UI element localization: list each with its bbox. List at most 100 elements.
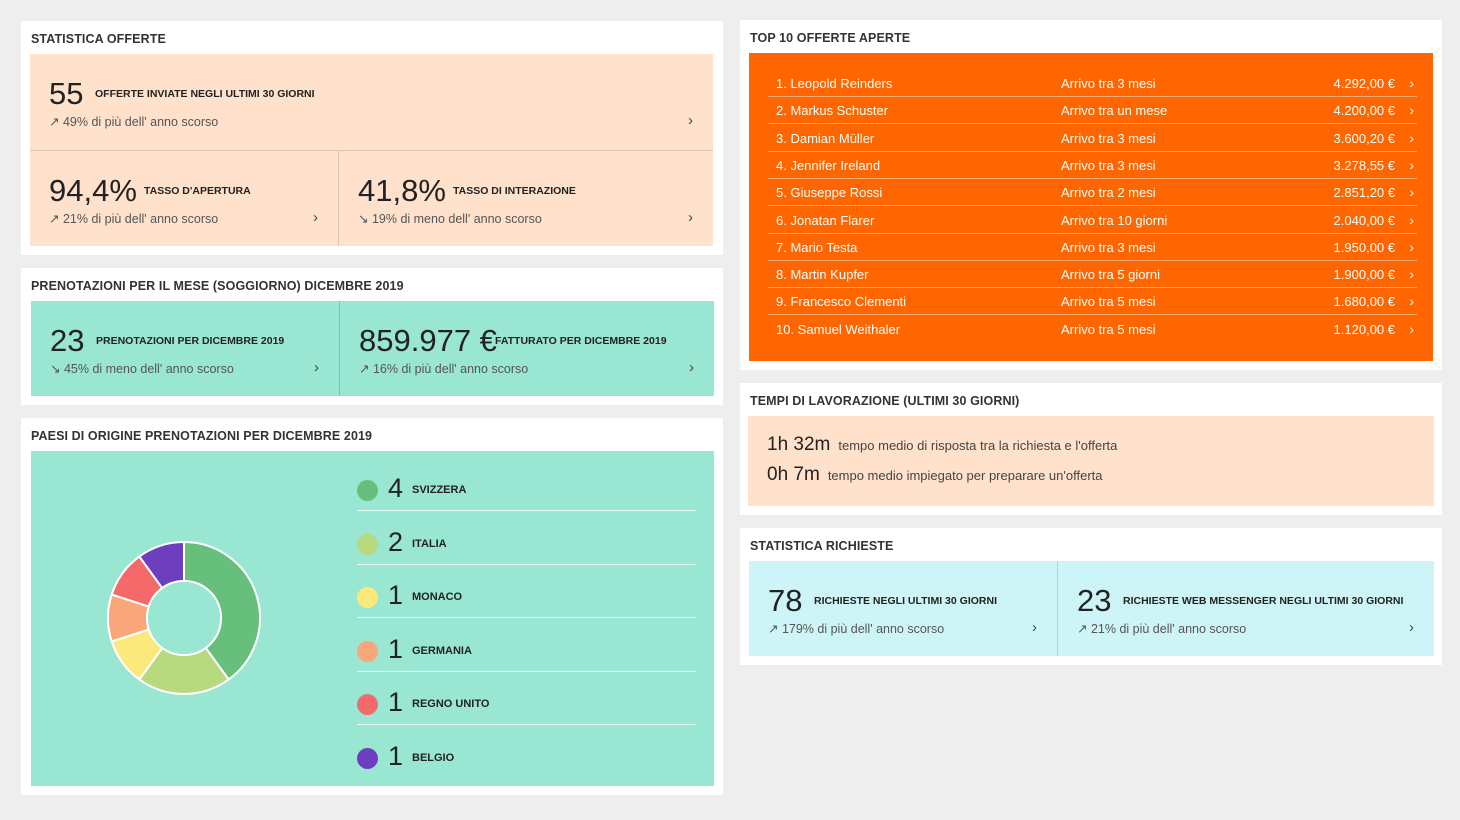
legend-count: 1 xyxy=(388,633,404,664)
stat-trend: ↗ 21% di più dell' anno scorso xyxy=(49,212,219,226)
divider xyxy=(30,150,713,151)
legend-count: 1 xyxy=(388,741,404,771)
stat-richieste[interactable]: 78 RICHIESTE NEGLI ULTIMI 30 GIORNI ↗ 17… xyxy=(749,561,1057,656)
offer-name: 10. Samuel Weithaler xyxy=(776,321,901,337)
chevron-right-icon[interactable]: › xyxy=(1409,320,1414,337)
stat-tasso-apertura[interactable]: 94,4% TASSO D'APERTURA ↗ 21% di più dell… xyxy=(30,151,338,246)
offer-arrival: Arrivo tra 5 mesi xyxy=(1061,294,1156,310)
chevron-right-icon[interactable]: › xyxy=(1409,619,1414,636)
stat-value: 94,4% xyxy=(49,173,137,208)
top10-row[interactable]: 2. Markus Schuster Arrivo tra un mese 4.20… xyxy=(768,97,1417,125)
chevron-right-icon[interactable]: › xyxy=(1409,156,1414,173)
card-title: PAESI DI ORIGINE PRENOTAZIONI PER DICEMB… xyxy=(31,429,373,443)
stat-value: 78 xyxy=(768,583,803,618)
chevron-right-icon[interactable]: › xyxy=(1409,211,1414,228)
stat-label: RICHIESTE WEB MESSENGER NEGLI ULTIMI 30 … xyxy=(1123,595,1404,607)
offer-amount: 4.292,00 € xyxy=(1333,76,1395,91)
stat-tasso-interazione[interactable]: 41,8% TASSO DI INTERAZIONE ↘ 19% di meno… xyxy=(339,151,713,246)
offer-name: 2. Markus Schuster xyxy=(776,103,888,119)
chevron-right-icon[interactable]: › xyxy=(689,359,694,376)
card-title: STATISTICA OFFERTE xyxy=(31,32,166,46)
top10-row[interactable]: 3. Damian Müller Arrivo tra 3 mesi 3.600,2… xyxy=(768,125,1417,152)
legend-color-dot xyxy=(357,480,378,501)
chevron-right-icon[interactable]: › xyxy=(1409,293,1414,310)
top10-row[interactable]: 8. Martin Kupfer Arrivo tra 5 giorni 1.900… xyxy=(768,261,1417,289)
stat-label: TASSO DI INTERAZIONE xyxy=(453,185,576,197)
stat-value: 23 xyxy=(50,323,85,358)
chevron-right-icon[interactable]: › xyxy=(313,209,318,226)
stat-label: TASSO D'APERTURA xyxy=(144,185,251,197)
offer-name: 8. Martin Kupfer xyxy=(776,267,869,283)
legend-count: 1 xyxy=(388,687,404,718)
card-top10: TOP 10 OFFERTE APERTE 1. Leopold Reinder… xyxy=(740,20,1442,370)
offer-amount: 1.120,00 € xyxy=(1333,321,1395,337)
stat-label: PRENOTAZIONI PER DICEMBRE 2019 xyxy=(96,335,285,347)
divider xyxy=(339,301,340,396)
card-title: TOP 10 OFFERTE APERTE xyxy=(750,31,911,45)
tempo-text: tempo medio impiegato per preparare un'o… xyxy=(827,468,1103,483)
offer-amount: 2.040,00 € xyxy=(1333,212,1395,228)
chevron-right-icon[interactable]: › xyxy=(1032,619,1037,636)
offer-name: 5. Giuseppe Rossi xyxy=(776,185,883,201)
tempo-text: tempo medio di risposta tra la richiesta… xyxy=(838,438,1118,453)
offer-amount: 1.680,00 € xyxy=(1333,294,1395,310)
card-prenotazioni: PRENOTAZIONI PER IL MESE (SOGGIORNO) DIC… xyxy=(21,268,723,405)
stat-label: FATTURATO PER DICEMBRE 2019 xyxy=(495,335,667,347)
stat-fatturato[interactable]: 859.977 € FATTURATO PER DICEMBRE 2019 ↗ … xyxy=(340,301,714,396)
chevron-right-icon[interactable]: › xyxy=(1409,129,1414,146)
top10-row[interactable]: 9. Francesco Clementi Arrivo tra 5 mesi 1.… xyxy=(768,288,1417,316)
top10-row[interactable]: 7. Mario Testa Arrivo tra 3 mesi 1.950,00 … xyxy=(768,234,1417,261)
legend-country: REGNO UNITO xyxy=(412,698,490,711)
offer-arrival: Arrivo tra 5 mesi xyxy=(1061,321,1156,337)
stat-label: RICHIESTE NEGLI ULTIMI 30 GIORNI xyxy=(814,595,997,607)
chevron-right-icon[interactable]: › xyxy=(688,209,693,226)
tempo-value: 0h 7m xyxy=(767,464,820,485)
legend-count: 2 xyxy=(388,526,404,557)
offer-amount: 3.278,55 € xyxy=(1333,157,1395,173)
chevron-right-icon[interactable]: › xyxy=(688,112,693,129)
prenotazioni-panel: 23 PRENOTAZIONI PER DICEMBRE 2019 ↘ 45% … xyxy=(31,301,714,396)
tempo-value: 1h 32m xyxy=(767,434,831,455)
card-title: PRENOTAZIONI PER IL MESE (SOGGIORNO) DIC… xyxy=(31,279,404,293)
stat-trend: ↗ 49% di più dell' anno scorso xyxy=(49,115,219,129)
card-title: STATISTICA RICHIESTE xyxy=(750,539,894,553)
stat-offerte-inviate[interactable]: 55 OFFERTE INVIATE NEGLI ULTIMI 30 GIORN… xyxy=(30,54,713,150)
chevron-right-icon[interactable]: › xyxy=(1409,184,1414,201)
legend-item: 4 SVIZZERA xyxy=(357,457,696,511)
legend-color-dot xyxy=(357,640,378,662)
legend-country: MONACO xyxy=(412,591,463,604)
paesi-panel: 4 SVIZZERA 2 ITALIA 1 MONACO 1 GERMANIA 1 REGNO U… xyxy=(31,451,714,786)
legend-country: BELGIO xyxy=(412,752,455,764)
offer-amount: 3.600,20 € xyxy=(1333,130,1395,146)
card-paesi-origine: PAESI DI ORIGINE PRENOTAZIONI PER DICEMB… xyxy=(21,418,723,795)
stat-value: 859.977 € xyxy=(359,323,497,358)
offer-arrival: Arrivo tra 10 giorni xyxy=(1061,212,1168,228)
chevron-right-icon[interactable]: › xyxy=(1409,266,1414,283)
richieste-panel: 78 RICHIESTE NEGLI ULTIMI 30 GIORNI ↗ 17… xyxy=(749,561,1434,656)
offer-amount: 4.200,00 € xyxy=(1333,103,1395,119)
legend-country: GERMANIA xyxy=(412,644,472,657)
offer-name: 3. Damian Müller xyxy=(776,130,875,146)
stat-label: OFFERTE INVIATE NEGLI ULTIMI 30 GIORNI xyxy=(95,88,315,100)
top10-panel: 1. Leopold Reinders Arrivo tra 3 mesi 4.29… xyxy=(749,53,1433,361)
offer-arrival: Arrivo tra un mese xyxy=(1061,103,1168,119)
top10-row[interactable]: 1. Leopold Reinders Arrivo tra 3 mesi 4.29… xyxy=(768,70,1417,97)
offer-amount: 2.851,20 € xyxy=(1333,185,1395,201)
stat-prenotazioni[interactable]: 23 PRENOTAZIONI PER DICEMBRE 2019 ↘ 45% … xyxy=(31,301,339,396)
top10-row[interactable]: 5. Giuseppe Rossi Arrivo tra 2 mesi 2.851,… xyxy=(768,179,1417,207)
chevron-right-icon[interactable]: › xyxy=(1409,102,1414,119)
stat-richieste-web-messenger[interactable]: 23 RICHIESTE WEB MESSENGER NEGLI ULTIMI … xyxy=(1058,561,1434,656)
chevron-right-icon[interactable]: › xyxy=(1409,75,1414,91)
top10-row[interactable]: 4. Jennifer Ireland Arrivo tra 3 mesi 3.27… xyxy=(768,152,1417,179)
top10-row[interactable]: 6. Jonatan Flarer Arrivo tra 10 giorni 2.0… xyxy=(768,207,1417,234)
chevron-right-icon[interactable]: › xyxy=(1409,238,1414,255)
donut-chart xyxy=(107,540,261,695)
stat-trend: ↗ 16% di più dell' anno scorso xyxy=(359,362,529,376)
offer-arrival: Arrivo tra 3 mesi xyxy=(1061,76,1156,91)
card-tempi-lavorazione: TEMPI DI LAVORAZIONE (ULTIMI 30 GIORNI) … xyxy=(740,383,1442,515)
legend-item: 1 GERMANIA xyxy=(357,618,696,672)
offer-arrival: Arrivo tra 3 mesi xyxy=(1061,157,1156,173)
top10-row[interactable]: 10. Samuel Weithaler Arrivo tra 5 mesi 1.1… xyxy=(768,316,1417,343)
chevron-right-icon[interactable]: › xyxy=(314,359,319,376)
legend-item: 1 REGNO UNITO xyxy=(357,671,696,726)
